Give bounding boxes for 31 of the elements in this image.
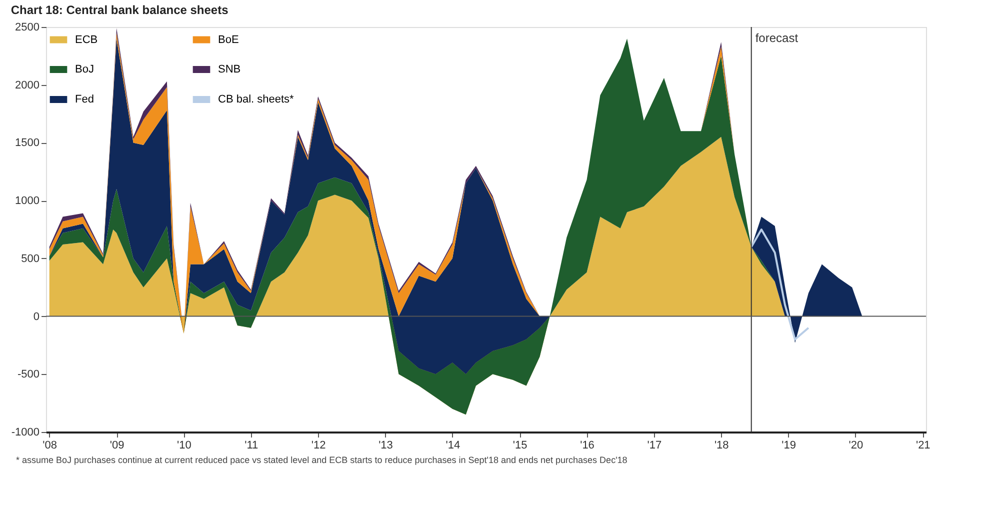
x-tick-label: '09 xyxy=(110,440,124,452)
y-tick-label: 500 xyxy=(21,252,40,265)
x-tick-label: '14 xyxy=(446,440,460,452)
y-tick-label: -500 xyxy=(17,368,40,381)
legend-label: Fed xyxy=(75,94,94,106)
y-tick-label: -1000 xyxy=(11,426,40,438)
chart-title: Chart 18: Central bank balance sheets xyxy=(10,3,229,17)
x-tick-label: '11 xyxy=(244,440,258,452)
ref-line-label: forecast xyxy=(755,31,799,45)
legend-label: SNB xyxy=(218,64,241,76)
legend-label: BoE xyxy=(218,34,239,46)
x-tick-label: '18 xyxy=(714,440,729,452)
y-tick-label: 0 xyxy=(33,310,40,323)
x-tick-label: '15 xyxy=(512,440,528,452)
legend-label: BoJ xyxy=(75,64,94,76)
x-tick-label: '08 xyxy=(42,440,58,452)
legend-label: ECB xyxy=(75,34,98,46)
x-tick-label: '13 xyxy=(378,440,393,452)
legend-label: CB bal. sheets* xyxy=(218,94,295,106)
x-tick-label: '17 xyxy=(647,440,662,452)
x-tick-label: '20 xyxy=(848,440,864,452)
text: * assume BoJ purchases continue at current reduced pace vs stated level and ECB starts to reduce purchases in Sept'18 and ends net purchases Dec'18 xyxy=(16,455,628,465)
x-tick-label: '21 xyxy=(916,440,930,452)
x-tick-label: '12 xyxy=(311,440,326,452)
y-tick-label: 2000 xyxy=(15,79,40,92)
x-tick-label: '10 xyxy=(177,440,192,452)
x-tick-label: '19 xyxy=(782,440,796,452)
y-tick-label: 2500 xyxy=(15,22,40,34)
y-tick-label: 1000 xyxy=(15,195,40,208)
x-tick-label: '16 xyxy=(580,440,594,452)
y-tick-label: 1500 xyxy=(15,137,40,150)
